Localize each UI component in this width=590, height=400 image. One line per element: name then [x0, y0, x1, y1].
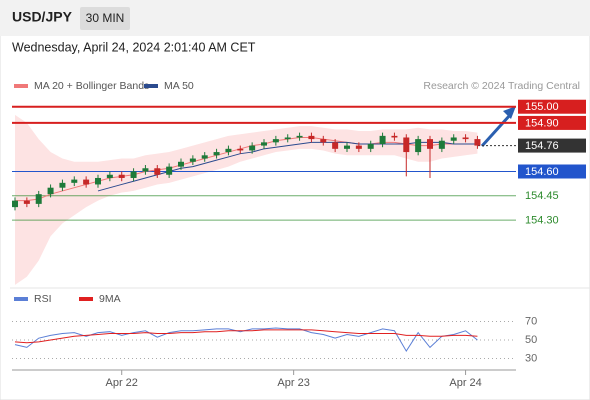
arrow — [480, 113, 512, 148]
ma-line — [97, 141, 478, 192]
candle-body — [379, 135, 386, 144]
candle-body — [166, 166, 173, 175]
candle-body — [391, 135, 398, 138]
candle-body — [71, 179, 78, 183]
level-label: 154.76 — [525, 140, 559, 152]
ma-line — [15, 136, 478, 202]
candle-body — [213, 152, 220, 156]
legend-swatch — [79, 297, 93, 301]
level-label-box — [518, 99, 586, 114]
level-label-box — [518, 138, 586, 153]
legend-label: MA 50 — [164, 80, 194, 92]
level-label: 154.30 — [525, 214, 559, 226]
candle-body — [427, 139, 433, 149]
timestamp: Wednesday, April 24, 2024 2:01:40 AM CET — [12, 40, 256, 54]
legend-swatch — [14, 297, 28, 301]
candle-body — [142, 168, 149, 172]
level-label-box — [518, 164, 586, 179]
candle-body — [189, 158, 196, 162]
candle-body — [332, 142, 339, 149]
y-tick-label: 50 — [525, 334, 537, 346]
candle-body — [403, 137, 410, 153]
candle-body — [474, 139, 481, 146]
level-label: 154.45 — [525, 190, 559, 202]
candle-body — [261, 142, 267, 146]
interval-box[interactable] — [80, 7, 130, 30]
candle-body — [438, 140, 445, 149]
candle-body — [154, 168, 161, 175]
candle-body — [225, 148, 232, 153]
symbol: USD/JPY — [12, 9, 73, 25]
y-tick-label: 70 — [525, 315, 537, 327]
candle-body — [462, 137, 469, 140]
rsi-line — [14, 329, 478, 344]
candle-body — [83, 179, 90, 185]
candle-body — [344, 145, 350, 149]
candle-body — [130, 171, 137, 178]
candle-body — [237, 148, 244, 151]
bollinger-band — [15, 114, 478, 285]
candle-body — [284, 137, 291, 140]
candle-body — [106, 174, 113, 178]
x-tick-label: Apr 24 — [449, 377, 481, 389]
candle-body — [12, 200, 18, 208]
candle-body — [201, 155, 208, 159]
candle-body — [118, 174, 125, 178]
candle-body — [23, 200, 30, 204]
level-label: 154.60 — [525, 166, 559, 178]
legend-label: RSI — [34, 293, 52, 305]
legend-label: 9MA — [99, 293, 121, 305]
y-tick-label: 30 — [525, 352, 537, 364]
candle-body — [95, 177, 101, 185]
candle-body — [355, 145, 362, 149]
level-label-box — [518, 115, 586, 130]
interval[interactable]: 30 MIN — [86, 11, 125, 25]
arrow-head — [503, 106, 516, 119]
candle-body — [47, 187, 54, 195]
candle-body — [450, 137, 457, 141]
x-tick-label: Apr 23 — [277, 377, 309, 389]
candle-body — [59, 182, 66, 188]
candle-body — [415, 139, 422, 153]
x-tick-label: Apr 22 — [106, 377, 138, 389]
legend-label: MA 20 + Bollinger Bands — [34, 80, 149, 92]
candle-body — [178, 161, 184, 167]
level-label: 154.90 — [525, 117, 559, 129]
candle-body — [320, 139, 327, 143]
candle-body — [249, 145, 256, 151]
candle-body — [35, 194, 42, 204]
source: Research © 2024 Trading Central — [423, 80, 580, 92]
legend-swatch — [14, 84, 28, 88]
legend-swatch — [144, 84, 158, 88]
candle-body — [296, 135, 303, 138]
level-label: 155.00 — [525, 101, 559, 113]
candle-body — [367, 143, 374, 149]
candle-body — [272, 139, 279, 143]
candle-body — [308, 135, 315, 140]
